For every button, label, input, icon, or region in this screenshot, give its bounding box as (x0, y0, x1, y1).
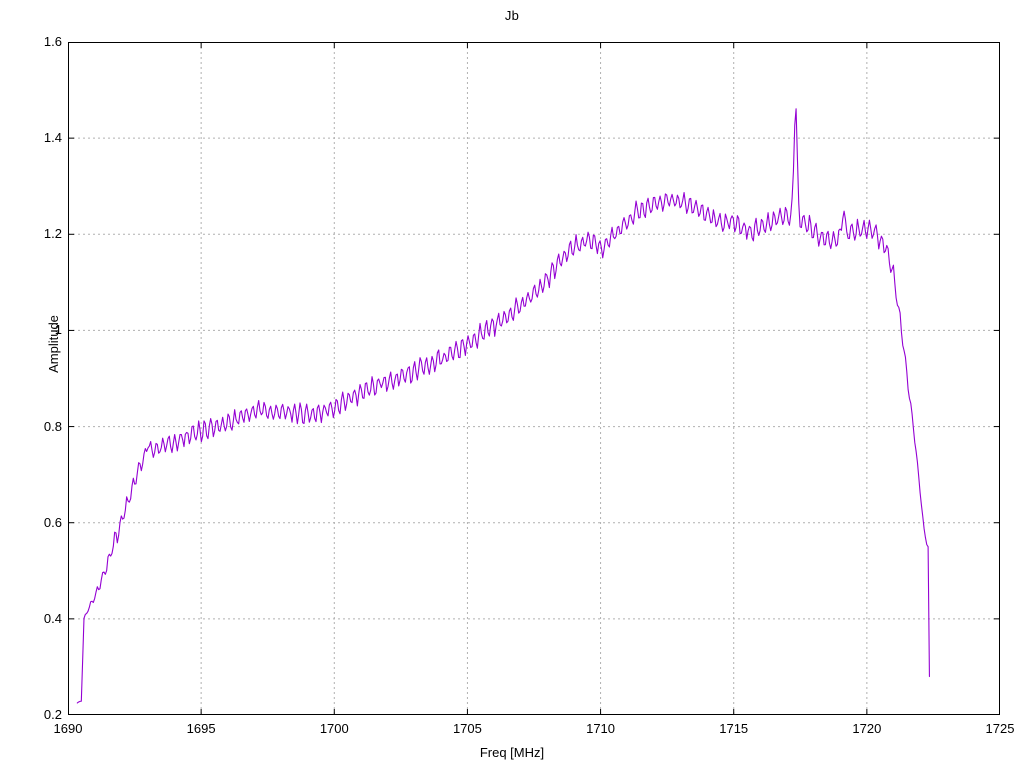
x-tick-label: 1695 (186, 721, 216, 736)
data-line-jb (76, 108, 930, 704)
x-tick-label: 1725 (985, 721, 1015, 736)
plot-border (68, 42, 1000, 715)
y-axis-tick-labels: 0.2 0.4 0.6 0.8 1 1.2 1.4 1.6 (0, 34, 62, 722)
y-tick-label: 0.4 (43, 610, 62, 626)
y-tick-label: 0.8 (43, 418, 62, 434)
y-tick-label: 1.6 (43, 34, 62, 49)
x-tick-label: 1690 (53, 721, 83, 736)
x-tick-label: 1710 (586, 721, 616, 736)
axis-ticks (68, 42, 1000, 715)
y-tick-label: 0.2 (43, 707, 62, 722)
y-tick-label: 1.2 (43, 226, 62, 242)
x-axis-label: Freq [MHz] (479, 745, 545, 760)
grid-lines (68, 42, 1000, 715)
chart-title: Jb (504, 8, 520, 23)
data-series-group (76, 108, 930, 704)
x-tick-label: 1705 (452, 721, 482, 736)
plot-area (68, 42, 1000, 715)
x-axis-tick-labels: 1690 1695 1700 1705 1710 1715 1720 1725 (54, 721, 1015, 741)
y-tick-label: 0.6 (43, 514, 62, 530)
x-tick-label: 1700 (319, 721, 349, 736)
x-tick-label: 1715 (719, 721, 749, 736)
plot-canvas (68, 42, 1000, 715)
y-tick-label: 1.4 (43, 130, 62, 146)
y-tick-label: 1 (54, 322, 62, 338)
x-tick-label: 1720 (852, 721, 882, 736)
